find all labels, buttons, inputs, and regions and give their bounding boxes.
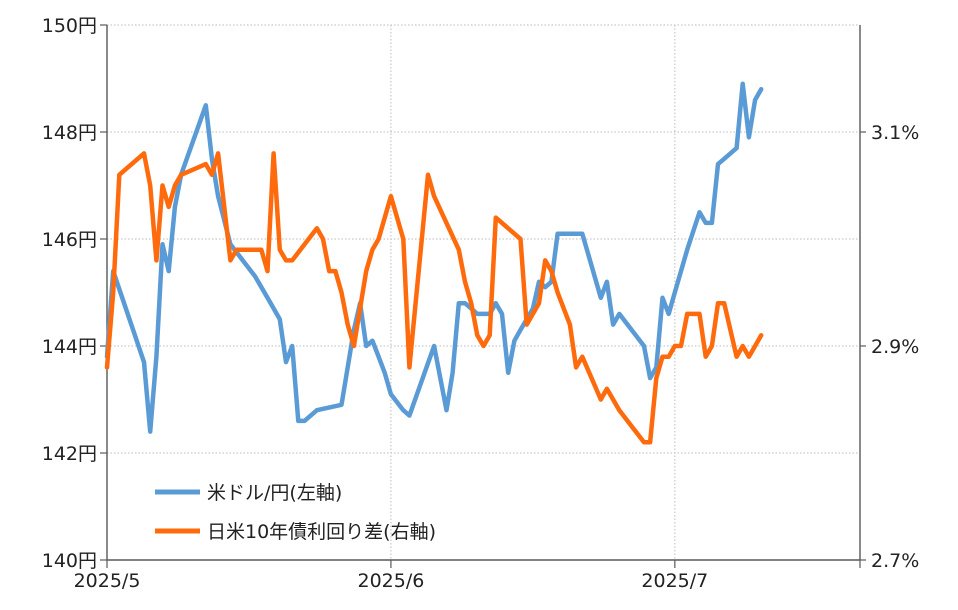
right-axis-tick-labels: 2.7% 2.9% 3.1% [871, 122, 919, 572]
left-axis-tick-label: 142円 [42, 443, 97, 465]
left-axis-tick-label: 148円 [42, 122, 97, 144]
axes [100, 24, 866, 568]
right-axis-tick-label: 2.7% [871, 550, 919, 572]
legend-label: 米ドル/円(左軸) [207, 482, 342, 504]
left-axis-tick-label: 140円 [42, 550, 97, 572]
left-axis-tick-label: 144円 [42, 336, 97, 358]
left-axis-tick-label: 150円 [42, 15, 97, 37]
series-line-usdjpy [104, 81, 764, 434]
right-axis-tick-label: 2.9% [871, 336, 919, 358]
x-axis-tick-label: 2025/5 [74, 570, 141, 592]
legend: 米ドル/円(左軸) 日米10年債利回り差(右軸) [155, 482, 436, 543]
x-axis-tick-label: 2025/7 [641, 570, 708, 592]
left-axis-tick-labels: 140円 142円 144円 146円 148円 150円 [42, 15, 97, 572]
right-axis-tick-label: 3.1% [871, 122, 919, 144]
series-layer [104, 81, 764, 445]
left-axis-tick-label: 146円 [42, 229, 97, 251]
x-axis-tick-labels: 2025/5 2025/6 2025/7 [74, 570, 709, 592]
x-axis-tick-label: 2025/6 [357, 570, 424, 592]
series-line-yield-spread [104, 151, 764, 445]
legend-label: 日米10年債利回り差(右軸) [207, 521, 436, 543]
